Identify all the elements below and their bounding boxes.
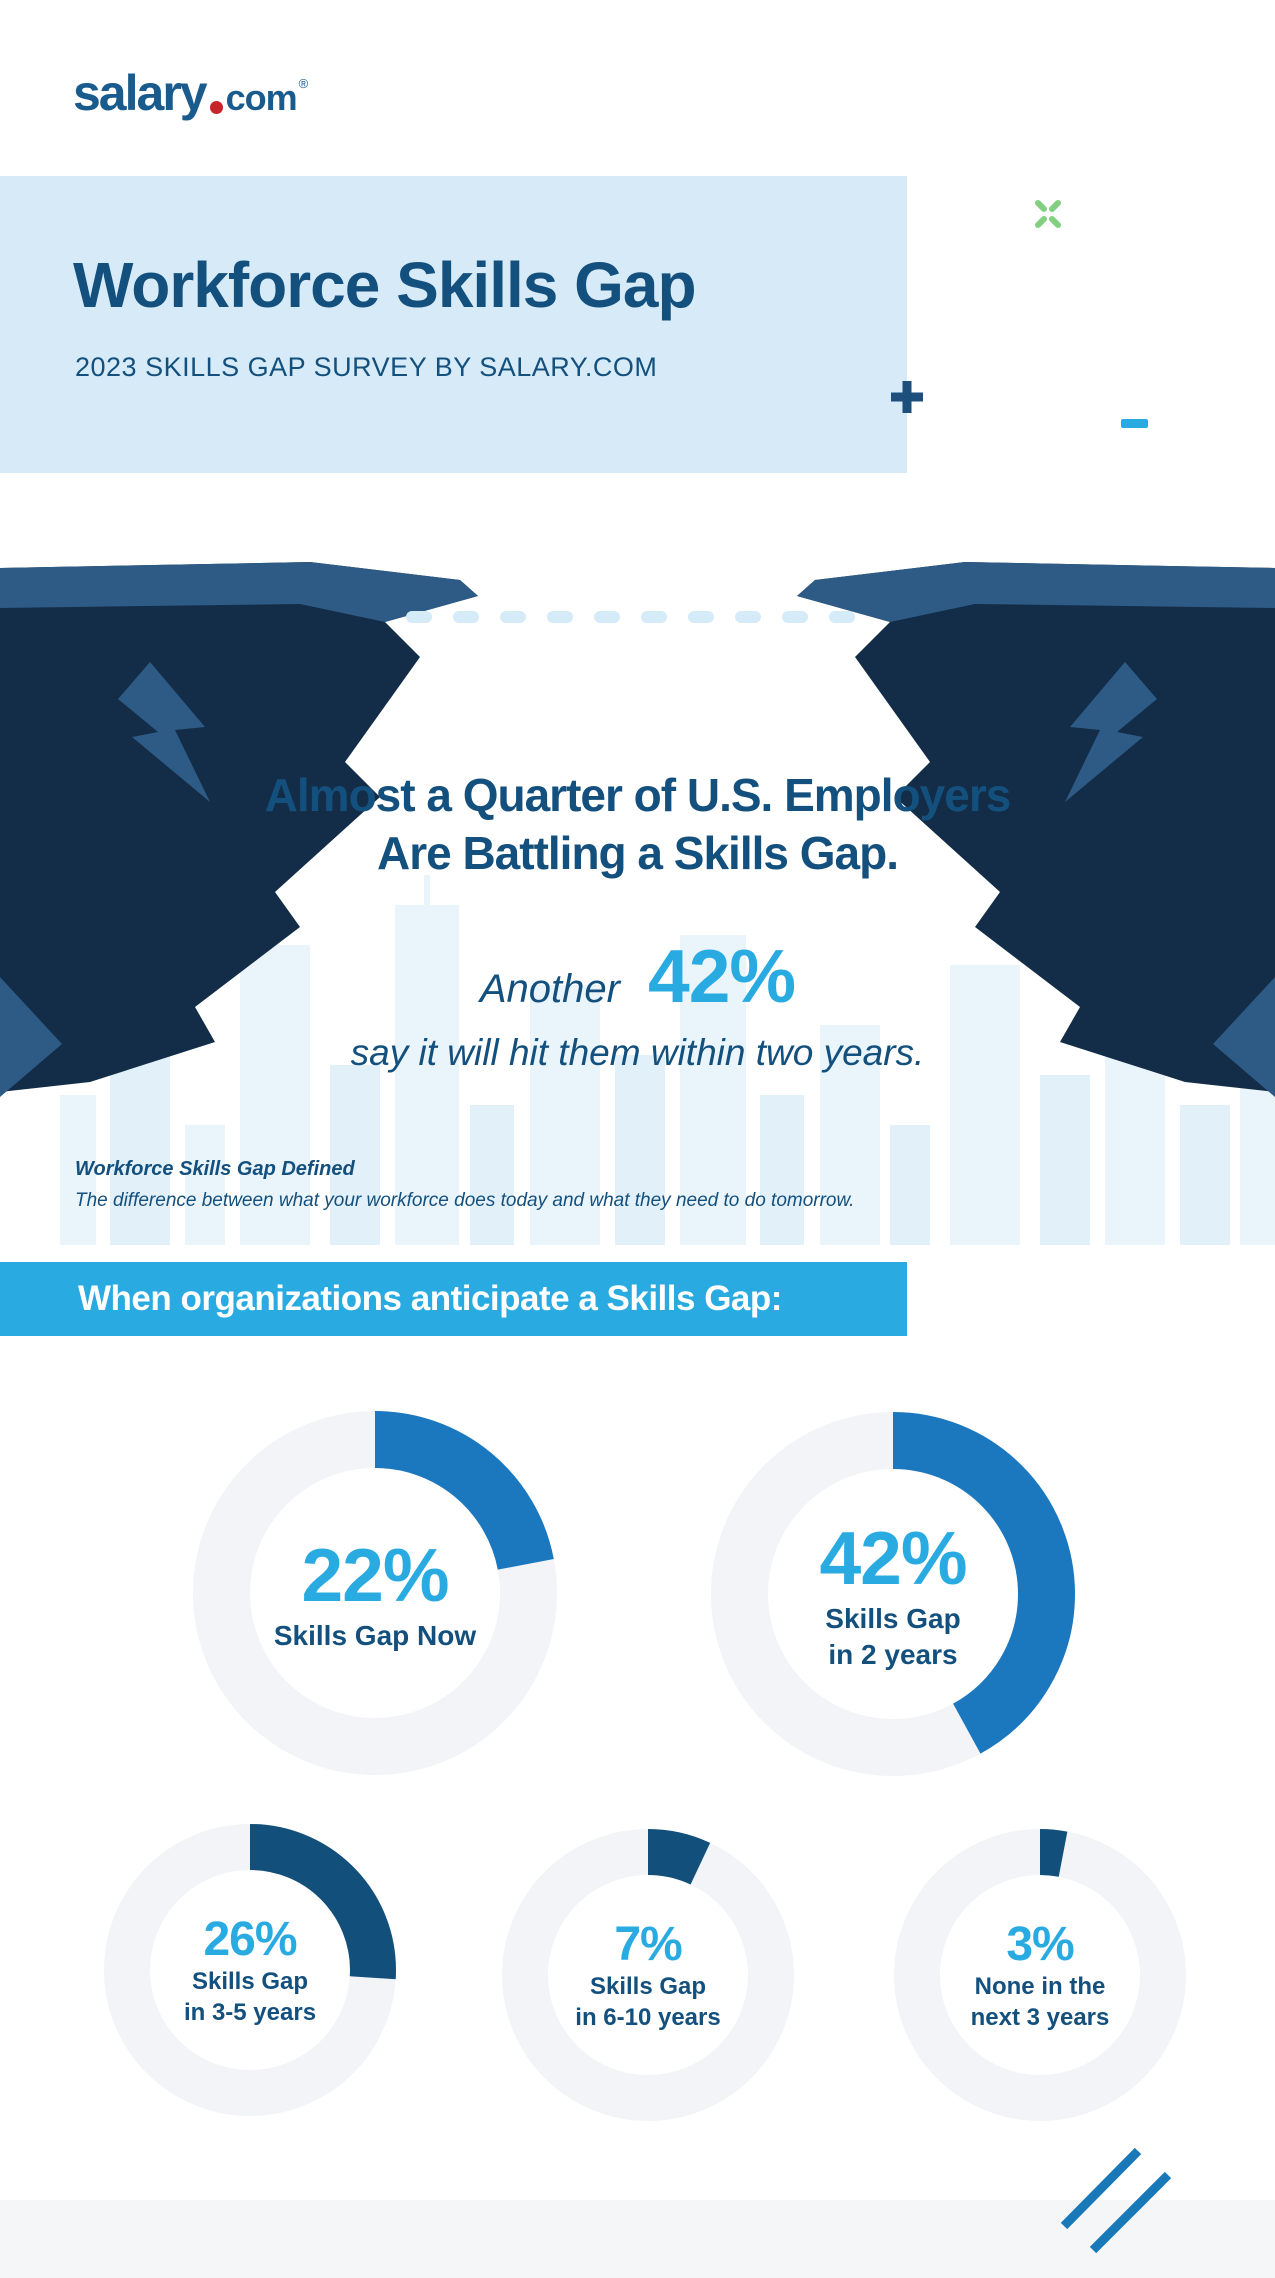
hero-heading-line1: Almost a Quarter of U.S. Employers xyxy=(264,769,1012,821)
header-band: Workforce Skills Gap 2023 SKILLS GAP SUR… xyxy=(0,176,907,473)
hero-heading-line2: Are Battling a Skills Gap. xyxy=(376,827,899,879)
page-title: Workforce Skills Gap xyxy=(73,249,697,321)
donut-center-text: 7% Skills Gap in 6-10 years xyxy=(502,1829,794,2121)
definition-text: The difference between what your workfor… xyxy=(75,1190,855,1211)
hero-stat-value: 42% xyxy=(647,934,796,1018)
bridge-dash xyxy=(782,611,808,623)
donut-label-line: in 2 years xyxy=(828,1639,958,1670)
donut-skills-gap-in-6-10-years: 7% Skills Gap in 6-10 years xyxy=(502,1829,794,2121)
donut-label-line: None in the xyxy=(974,1972,1106,2000)
bridge-dash xyxy=(594,611,620,623)
donut-center-text: 22% Skills Gap Now xyxy=(193,1411,557,1775)
donut-ring xyxy=(193,1411,557,1775)
bridge-dash xyxy=(406,611,432,623)
donut-center-text: 42% Skills Gap in 2 years xyxy=(711,1412,1075,1776)
donut-center-text: 26% Skills Gap in 3-5 years xyxy=(104,1824,396,2116)
donut-label-line: in 6-10 years xyxy=(575,2003,721,2031)
section-banner-text: When organizations anticipate a Skills G… xyxy=(78,1279,782,1318)
bridge-dash xyxy=(829,611,855,623)
bridge-dash xyxy=(500,611,526,623)
bridge-dash xyxy=(641,611,667,623)
dashed-x-icon xyxy=(1035,200,1061,228)
bridge-dash xyxy=(453,611,479,623)
footer-gray-band xyxy=(0,2200,1275,2278)
plus-icon xyxy=(891,381,923,413)
donut-label-line: Skills Gap xyxy=(825,1603,961,1635)
logo-com-text: com xyxy=(225,77,298,118)
donut-ring xyxy=(104,1824,396,2116)
registered-trademark-icon: ® xyxy=(298,76,309,91)
bridge-dash xyxy=(688,611,714,623)
cliff-left xyxy=(0,562,478,1097)
definition-title: Workforce Skills Gap Defined xyxy=(75,1158,355,1180)
bridge-dashes-icon xyxy=(406,611,855,623)
definition-block: Workforce Skills Gap Defined The differe… xyxy=(75,1158,854,1212)
donut-skills-gap-in-3-5-years: 26% Skills Gap in 3-5 years xyxy=(104,1824,396,2116)
salary-com-logo: salary com ® xyxy=(73,64,309,122)
donut-ring xyxy=(711,1412,1075,1776)
cliff-right xyxy=(797,562,1275,1097)
donut-ring xyxy=(894,1829,1186,2121)
page-subtitle: 2023 SKILLS GAP SURVEY BY SALARY.COM xyxy=(75,352,658,382)
donut-center-text: 3% None in the next 3 years xyxy=(894,1829,1186,2121)
hero-stat-suffix: say it will hit them within two years. xyxy=(350,1032,925,1073)
bridge-dash xyxy=(735,611,761,623)
bridge-dash xyxy=(547,611,573,623)
donut-none-in-the-next-3-years: 3% None in the next 3 years xyxy=(894,1829,1186,2121)
donut-value: 42% xyxy=(819,1516,967,1601)
logo-salary-text: salary xyxy=(73,65,208,121)
donut-skills-gap-in-2-years: 42% Skills Gap in 2 years xyxy=(711,1412,1075,1776)
logo-red-dot-icon xyxy=(209,101,223,114)
donut-value: 22% xyxy=(301,1533,449,1618)
double-slash-icon xyxy=(1060,2147,1172,2254)
donut-ring xyxy=(502,1829,794,2121)
donut-value: 26% xyxy=(203,1912,297,1966)
donut-label-line: Skills Gap xyxy=(191,1967,309,1995)
section-banner: When organizations anticipate a Skills G… xyxy=(0,1262,907,1336)
hero-heading: Almost a Quarter of U.S. Employers Are B… xyxy=(0,766,1275,882)
donut-label-line: Skills Gap Now xyxy=(273,1620,477,1652)
donut-value: 7% xyxy=(614,1917,682,1971)
hero-stat-prefix: Another xyxy=(479,967,620,1011)
skills-gap-cliffs-illustration xyxy=(0,562,1275,1097)
donut-skills-gap-now: 22% Skills Gap Now xyxy=(193,1411,557,1775)
donut-label-line: next 3 years xyxy=(970,2003,1110,2031)
hero-stat: Another 42% xyxy=(0,933,1275,1019)
donut-value: 3% xyxy=(1006,1917,1074,1971)
donut-label-line: Skills Gap xyxy=(589,1972,707,2000)
donut-label-line: in 3-5 years xyxy=(183,1998,317,2026)
minus-icon xyxy=(1121,419,1148,428)
